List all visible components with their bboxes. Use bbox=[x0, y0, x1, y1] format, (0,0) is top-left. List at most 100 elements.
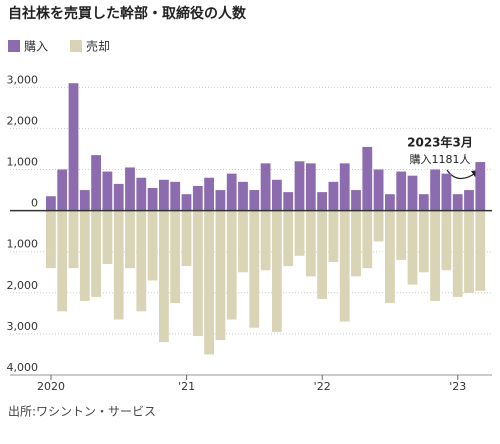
bar bbox=[204, 210, 214, 355]
bar bbox=[181, 210, 192, 267]
bar bbox=[57, 210, 68, 312]
y-tick-label: 1,000 bbox=[7, 238, 39, 251]
bar bbox=[373, 210, 384, 242]
bar bbox=[396, 210, 407, 260]
bar bbox=[351, 210, 361, 277]
bar bbox=[79, 190, 90, 211]
bar bbox=[181, 194, 192, 211]
y-tick-label: 4,000 bbox=[7, 361, 39, 374]
bar bbox=[418, 210, 429, 273]
bar bbox=[170, 210, 181, 304]
bar bbox=[328, 210, 339, 262]
bar bbox=[159, 179, 169, 211]
bar bbox=[328, 181, 339, 211]
bar bbox=[294, 210, 305, 256]
bar bbox=[113, 183, 124, 211]
bar bbox=[91, 210, 101, 297]
bar bbox=[125, 210, 135, 269]
bar bbox=[385, 210, 395, 304]
bar bbox=[418, 194, 429, 211]
legend-swatch bbox=[8, 40, 20, 52]
bar bbox=[464, 210, 474, 293]
bar bbox=[204, 177, 214, 211]
bar bbox=[452, 194, 463, 211]
bar bbox=[260, 163, 271, 211]
bar bbox=[475, 162, 486, 211]
bar bbox=[125, 167, 135, 211]
y-tick-label: 2,000 bbox=[7, 279, 39, 292]
legend-swatch bbox=[70, 40, 82, 52]
bar bbox=[407, 210, 418, 285]
bar bbox=[283, 210, 294, 267]
bar bbox=[441, 173, 452, 211]
bar bbox=[464, 190, 474, 211]
y-tick-label: 1,000 bbox=[7, 156, 39, 169]
bar bbox=[215, 190, 226, 211]
annotation-text: 購入1181人 bbox=[410, 152, 471, 166]
bar bbox=[396, 171, 407, 211]
y-tick-label: 3,000 bbox=[7, 320, 39, 333]
x-tick-label: '23 bbox=[449, 380, 466, 393]
bar bbox=[351, 190, 361, 211]
bar bbox=[339, 163, 350, 211]
bar bbox=[362, 210, 373, 269]
bar bbox=[192, 185, 203, 211]
legend: 購入 売却 bbox=[8, 39, 110, 54]
chart-title: 自社株を売買した幹部・取締役の人数 bbox=[8, 5, 247, 22]
bar bbox=[79, 210, 90, 302]
bar bbox=[430, 210, 440, 302]
bar bbox=[430, 169, 440, 211]
bar bbox=[159, 210, 169, 343]
bar bbox=[317, 192, 327, 211]
bar bbox=[46, 196, 56, 211]
bar bbox=[238, 181, 248, 211]
bar bbox=[46, 210, 56, 269]
bar bbox=[260, 210, 271, 271]
bar bbox=[68, 83, 79, 211]
bar bbox=[407, 175, 418, 211]
bar bbox=[226, 210, 237, 320]
bar bbox=[102, 210, 113, 265]
bar bbox=[249, 190, 260, 211]
x-tick-label: '22 bbox=[314, 380, 331, 393]
bar bbox=[441, 210, 452, 271]
bar bbox=[475, 210, 486, 291]
bar bbox=[102, 171, 113, 211]
bar bbox=[305, 163, 316, 211]
bar bbox=[362, 146, 373, 211]
bar bbox=[91, 155, 101, 211]
x-tick-label: '21 bbox=[178, 380, 195, 393]
bar bbox=[136, 177, 147, 211]
bar bbox=[249, 210, 260, 328]
bar bbox=[452, 210, 463, 297]
bar bbox=[339, 210, 350, 322]
bar bbox=[226, 173, 237, 211]
bar bbox=[113, 210, 124, 320]
y-tick-label: 0 bbox=[31, 197, 38, 210]
bar bbox=[305, 210, 316, 277]
bar bbox=[272, 210, 282, 332]
bar bbox=[68, 210, 79, 269]
bar bbox=[283, 192, 294, 211]
bar bbox=[147, 210, 158, 281]
bar bbox=[136, 210, 147, 312]
bar bbox=[215, 210, 226, 341]
y-tick-label: 2,000 bbox=[7, 114, 39, 127]
source: 出所:ワシントン・サービス bbox=[8, 405, 156, 419]
y-tick-label: 3,000 bbox=[7, 73, 39, 86]
bar bbox=[170, 181, 181, 211]
bar bbox=[192, 210, 203, 336]
legend-label: 売却 bbox=[86, 39, 110, 54]
bar bbox=[317, 210, 327, 299]
x-tick-label: 2020 bbox=[37, 380, 65, 393]
annotation-title: 2023年3月 bbox=[407, 135, 473, 150]
bar bbox=[57, 169, 68, 211]
bar bbox=[294, 161, 305, 211]
bar bbox=[385, 194, 395, 211]
legend-label: 購入 bbox=[24, 40, 48, 54]
bar bbox=[373, 169, 384, 211]
bar bbox=[238, 210, 248, 273]
bar bbox=[147, 188, 158, 211]
bar bbox=[272, 179, 282, 211]
